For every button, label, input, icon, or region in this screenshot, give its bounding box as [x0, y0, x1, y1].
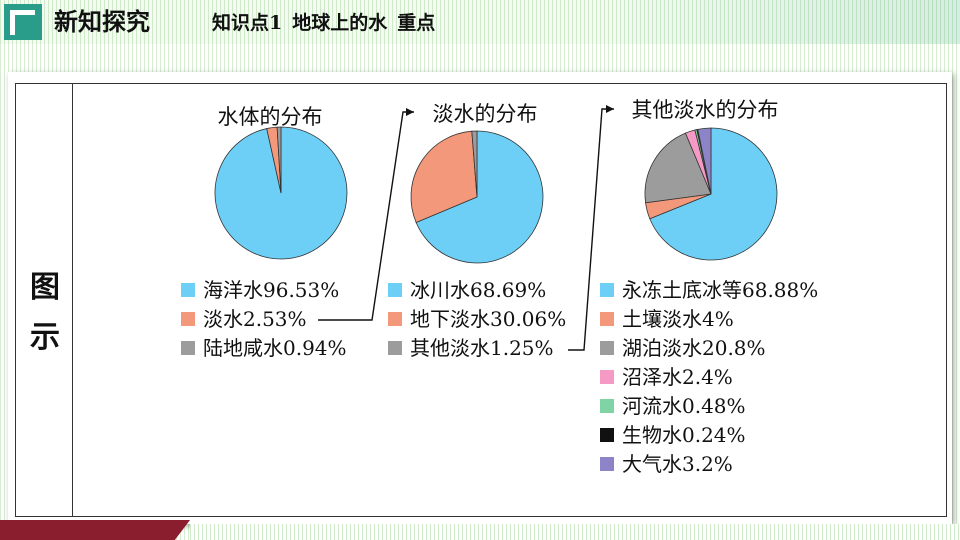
header-bar — [0, 0, 960, 44]
pie-3-slice-3 — [644, 132, 712, 204]
pie-1-legend-label-3: 陆地咸水0.94% — [203, 336, 347, 360]
pie-3-legend-label-2: 土壤淡水4% — [622, 307, 734, 331]
section-title: 新知探究 — [54, 7, 150, 36]
pie-2-legend-swatch-3 — [388, 341, 402, 355]
pie-2-title: 淡水的分布 — [433, 102, 538, 126]
pie-1-legend-label-1: 海洋水96.53% — [203, 278, 339, 302]
topic-title: 地球上的水 — [292, 12, 388, 34]
topic-label: 知识点1 — [212, 12, 283, 34]
pie-3-legend-swatch-4 — [600, 370, 614, 384]
importance-badge: 重点 — [397, 12, 436, 34]
pie-1-slice-3 — [276, 126, 282, 194]
pie-3-legend-label-3: 湖泊淡水20.8% — [622, 336, 766, 360]
pie-2-legend-label-2: 地下淡水30.06% — [410, 307, 566, 331]
topic-heading: 知识点1 地球上的水 重点 — [212, 9, 445, 37]
bottom-stripes — [190, 524, 960, 540]
panel-divider — [72, 83, 73, 517]
pie-3-title: 其他淡水的分布 — [632, 98, 779, 122]
pie-1-legend-swatch-2 — [181, 312, 195, 326]
side-label-char-2: 示 — [30, 320, 60, 355]
pie-1-legend-swatch-1 — [181, 283, 195, 297]
corner-bracket-icon — [4, 4, 42, 40]
pie-3-legend-swatch-7 — [600, 457, 614, 471]
pie-3-legend-swatch-3 — [600, 341, 614, 355]
pie-2-slice-2 — [410, 130, 478, 224]
pie-3-legend-label-5: 河流水0.48% — [622, 394, 746, 418]
pie-3-legend-swatch-1 — [600, 283, 614, 297]
pie-1-legend-label-2: 淡水2.53% — [203, 307, 307, 331]
header-accent — [590, 0, 960, 44]
pie-2-legend-swatch-1 — [388, 283, 402, 297]
pie-2-legend-label-1: 冰川水68.69% — [410, 278, 546, 302]
pie-3-legend-label-6: 生物水0.24% — [622, 423, 746, 447]
pie-2-legend-swatch-2 — [388, 312, 402, 326]
side-label-char-1: 图 — [30, 270, 60, 305]
pie-3-legend-label-1: 永冻土底冰等68.88% — [622, 278, 818, 302]
pie-1-title: 水体的分布 — [218, 105, 323, 129]
pie-3-legend-label-7: 大气水3.2% — [622, 452, 733, 476]
pie-3-legend-swatch-2 — [600, 312, 614, 326]
pie-3-legend-swatch-5 — [600, 399, 614, 413]
pie-2-slice-3 — [471, 130, 478, 198]
pie-3-slice-7 — [697, 127, 712, 195]
pie-2-legend-label-3: 其他淡水1.25% — [410, 336, 554, 360]
pie-3-legend-label-4: 沼泽水2.4% — [622, 365, 733, 389]
pie-2-slice-1 — [415, 130, 544, 264]
pie-3-slice-1 — [649, 127, 778, 261]
bottom-accent-bar — [0, 520, 190, 540]
connector-arrow-1-head — [406, 108, 414, 116]
pie-1-legend-swatch-3 — [181, 341, 195, 355]
pie-3-legend-swatch-6 — [600, 428, 614, 442]
connector-arrow-2-head — [606, 105, 614, 113]
